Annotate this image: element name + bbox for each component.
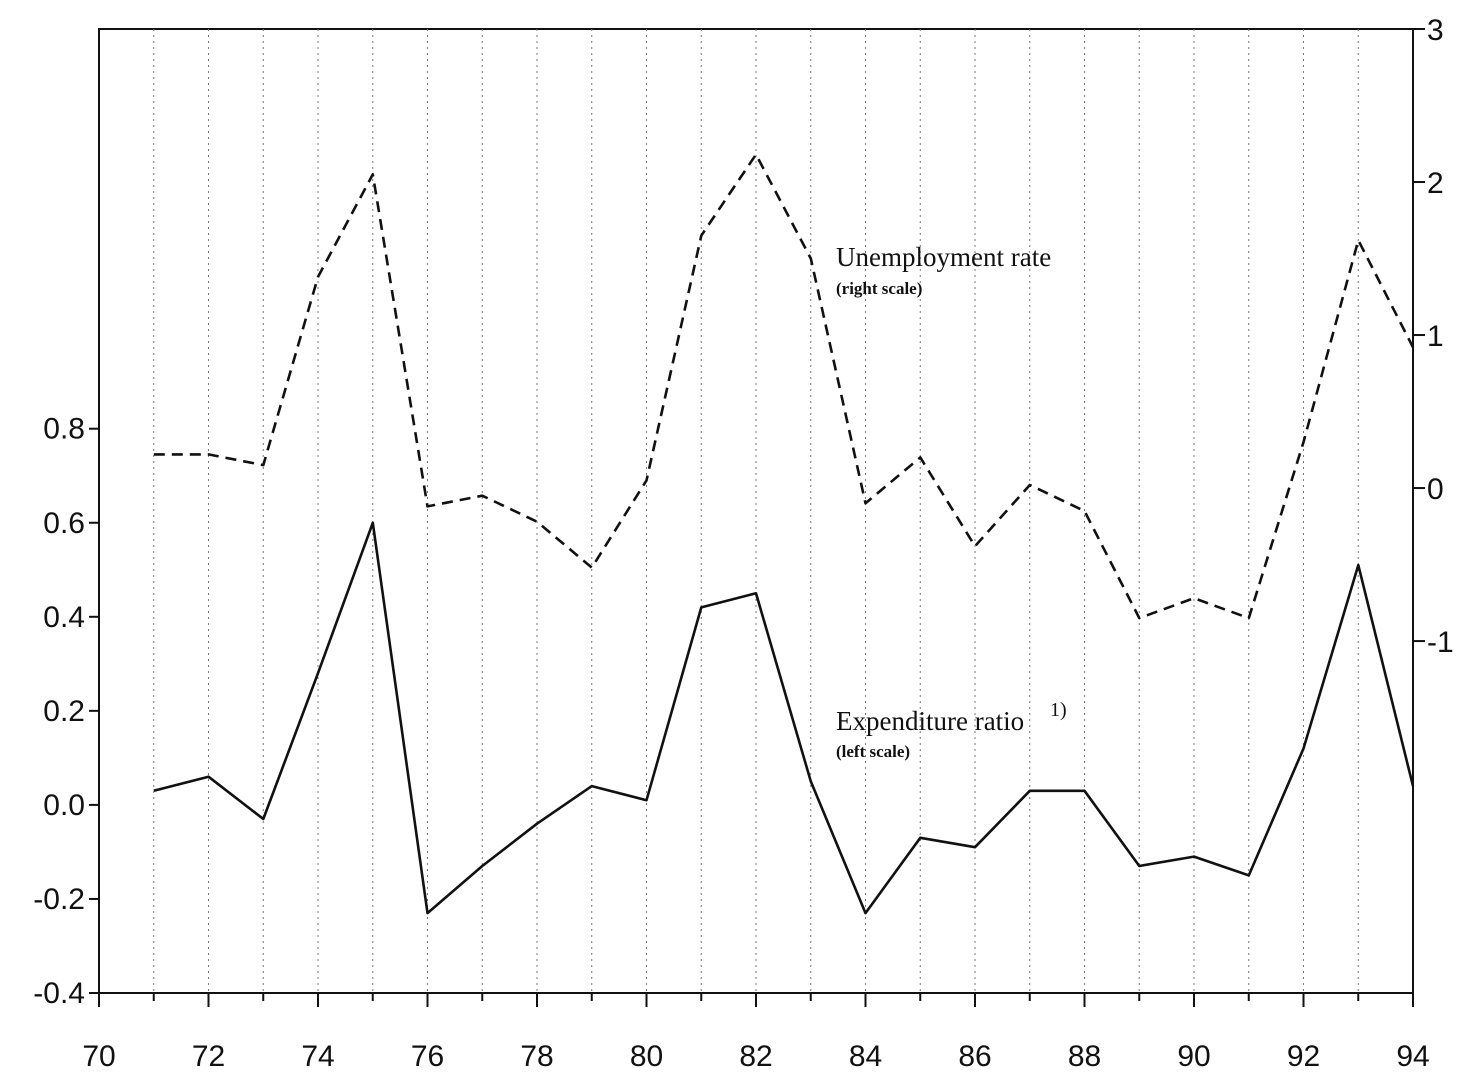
- left-y-axis: 0.8 0.6 0.4 0.2 0.0 -0.2 -0.4: [33, 413, 99, 1010]
- unemployment-scale-note: (right scale): [836, 279, 922, 298]
- x-tick-label-74: 74: [301, 1040, 334, 1073]
- vertical-grid: [153, 29, 1359, 993]
- x-tick-label-92: 92: [1287, 1040, 1320, 1073]
- left-tick-label-0.8: 0.8: [43, 413, 85, 446]
- unemployment-label: Unemployment rate: [836, 242, 1051, 272]
- left-tick-label--0.4: -0.4: [33, 977, 85, 1010]
- left-tick-label--0.2: -0.2: [33, 883, 85, 916]
- expenditure-label: Expenditure ratio: [836, 706, 1024, 736]
- x-tick-label-82: 82: [739, 1040, 772, 1073]
- left-tick-label-0.2: 0.2: [43, 695, 85, 728]
- left-tick-label-0.6: 0.6: [43, 507, 85, 540]
- x-tick-label-78: 78: [520, 1040, 553, 1073]
- x-tick-label-86: 86: [958, 1040, 991, 1073]
- expenditure-scale-note: (left scale): [836, 742, 910, 761]
- series-line-expenditure-ratio: [153, 521, 1415, 915]
- right-tick-label-1: 1: [1427, 320, 1444, 353]
- left-tick-label-0.4: 0.4: [43, 601, 85, 634]
- x-tick-label-90: 90: [1177, 1040, 1210, 1073]
- series-line-unemployment-rate: [153, 153, 1415, 620]
- x-axis: 70 72 74 76 78 80 82 84 86 88 90 92 94: [82, 993, 1430, 1073]
- series-lines: [153, 153, 1415, 915]
- x-tick-label-76: 76: [411, 1040, 444, 1073]
- x-tick-label-88: 88: [1068, 1040, 1101, 1073]
- expenditure-footnote-marker: 1): [1050, 699, 1067, 721]
- right-tick-label-2: 2: [1427, 167, 1444, 200]
- x-tick-label-70: 70: [82, 1040, 115, 1073]
- right-tick-label--1: -1: [1427, 626, 1454, 659]
- x-tick-label-80: 80: [630, 1040, 663, 1073]
- x-tick-label-72: 72: [192, 1040, 225, 1073]
- x-tick-label-94: 94: [1396, 1040, 1429, 1073]
- right-tick-label-0: 0: [1427, 473, 1444, 506]
- x-tick-label-84: 84: [849, 1040, 882, 1073]
- left-tick-label-0.0: 0.0: [43, 789, 85, 822]
- right-tick-label-3: 3: [1427, 14, 1444, 47]
- right-y-axis: 3 2 1 0 -1: [1413, 14, 1454, 659]
